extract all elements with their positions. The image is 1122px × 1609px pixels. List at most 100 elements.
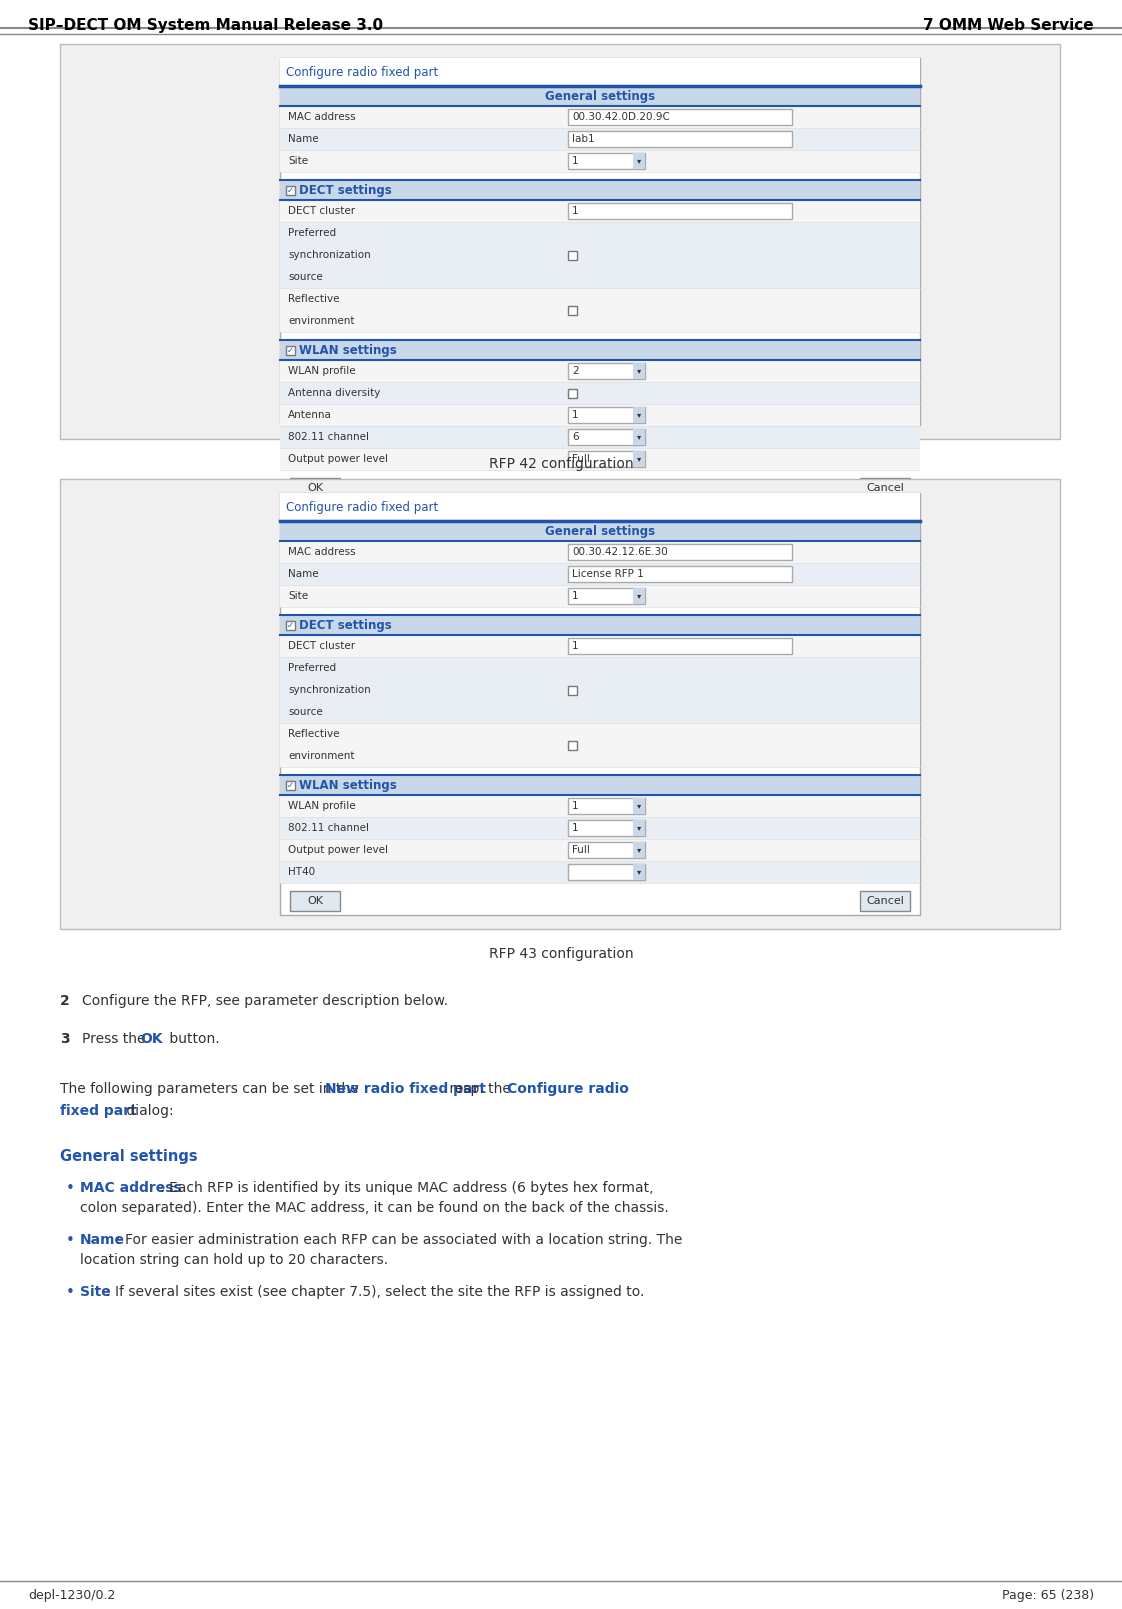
Text: Configure the RFP, see parameter description below.: Configure the RFP, see parameter descrip… — [82, 994, 448, 1007]
Text: : For easier administration each RFP can be associated with a location string. T: : For easier administration each RFP can… — [116, 1232, 682, 1247]
Bar — [633, 407, 645, 423]
Bar — [280, 106, 920, 129]
Bar — [568, 251, 577, 259]
Bar — [280, 360, 920, 381]
Bar — [280, 404, 920, 426]
Text: RFP 43 configuration: RFP 43 configuration — [489, 948, 633, 961]
Text: ✓: ✓ — [287, 346, 294, 354]
Bar — [633, 451, 645, 467]
Bar — [568, 109, 792, 126]
Bar — [286, 621, 295, 629]
Bar — [633, 153, 645, 169]
Text: Press the: Press the — [82, 1031, 150, 1046]
Text: ▾: ▾ — [636, 367, 641, 375]
Text: Page: 65 (238): Page: 65 (238) — [1002, 1588, 1094, 1601]
Bar — [280, 288, 920, 331]
Text: DECT settings: DECT settings — [298, 618, 392, 631]
Bar — [286, 346, 295, 354]
Text: location string can hold up to 20 characters.: location string can hold up to 20 charac… — [80, 1253, 388, 1266]
Text: 1: 1 — [572, 156, 579, 166]
Bar — [568, 306, 577, 314]
Bar — [280, 381, 920, 404]
Text: MAC address: MAC address — [80, 1181, 182, 1195]
Text: : If several sites exist (see chapter 7.5), select the site the RFP is assigned : : If several sites exist (see chapter 7.… — [105, 1286, 644, 1298]
Text: WLAN profile: WLAN profile — [288, 801, 356, 811]
Text: Cancel: Cancel — [866, 483, 904, 492]
Text: ▾: ▾ — [636, 867, 641, 877]
Text: General settings: General settings — [545, 90, 655, 103]
Text: General settings: General settings — [545, 525, 655, 537]
Text: General settings: General settings — [59, 1149, 197, 1163]
FancyBboxPatch shape — [280, 492, 920, 916]
Text: OK: OK — [307, 896, 323, 906]
Bar — [280, 180, 920, 200]
Bar — [568, 740, 577, 750]
Bar — [568, 639, 792, 653]
Text: 1: 1 — [572, 591, 579, 602]
Text: lab1: lab1 — [572, 134, 595, 143]
Text: environment: environment — [288, 315, 355, 327]
Text: WLAN profile: WLAN profile — [288, 365, 356, 377]
Bar — [286, 185, 295, 195]
Text: 6: 6 — [572, 431, 579, 442]
Bar — [568, 587, 645, 603]
Text: ▾: ▾ — [636, 801, 641, 811]
Text: ▾: ▾ — [636, 433, 641, 441]
Text: WLAN settings: WLAN settings — [298, 779, 397, 792]
Text: 1: 1 — [572, 801, 579, 811]
Text: ▾: ▾ — [636, 824, 641, 832]
Text: MAC address: MAC address — [288, 113, 356, 122]
Bar — [568, 407, 645, 423]
FancyBboxPatch shape — [859, 891, 910, 911]
Text: WLAN settings: WLAN settings — [298, 343, 397, 357]
Bar — [568, 685, 577, 695]
Bar — [280, 521, 920, 541]
Bar — [633, 587, 645, 603]
Bar — [633, 798, 645, 814]
Text: 1: 1 — [572, 822, 579, 833]
Text: Configure radio fixed part: Configure radio fixed part — [286, 500, 439, 513]
Text: DECT cluster: DECT cluster — [288, 206, 356, 216]
Bar — [280, 150, 920, 172]
Bar — [280, 129, 920, 150]
FancyBboxPatch shape — [59, 43, 1060, 439]
Bar — [280, 492, 920, 521]
Text: synchronization: synchronization — [288, 685, 370, 695]
Bar — [568, 430, 645, 446]
Bar — [633, 430, 645, 446]
Text: 3: 3 — [59, 1031, 70, 1046]
Bar — [568, 544, 792, 560]
Bar — [280, 447, 920, 470]
Text: HT40: HT40 — [288, 867, 315, 877]
Text: Site: Site — [288, 156, 309, 166]
Text: Cancel: Cancel — [866, 896, 904, 906]
Text: Reflective: Reflective — [288, 729, 340, 739]
Text: DECT cluster: DECT cluster — [288, 640, 356, 652]
Text: source: source — [288, 272, 323, 282]
Text: Name: Name — [288, 570, 319, 579]
Text: Site: Site — [80, 1286, 111, 1298]
Text: ✓: ✓ — [287, 621, 294, 629]
Text: fixed part: fixed part — [59, 1104, 137, 1118]
Text: Configure radio: Configure radio — [507, 1081, 628, 1096]
Bar — [280, 636, 920, 656]
Text: •: • — [66, 1181, 75, 1195]
Bar — [568, 821, 645, 837]
Bar — [280, 861, 920, 883]
Bar — [280, 222, 920, 288]
Bar — [568, 566, 792, 582]
Bar — [568, 203, 792, 219]
Text: OK: OK — [307, 483, 323, 492]
Bar — [280, 586, 920, 607]
Bar — [568, 388, 577, 397]
Text: SIP–DECT OM System Manual Release 3.0: SIP–DECT OM System Manual Release 3.0 — [28, 18, 383, 34]
Text: The following parameters can be set in the: The following parameters can be set in t… — [59, 1081, 364, 1096]
Bar — [280, 656, 920, 722]
Text: source: source — [288, 706, 323, 718]
Text: License RFP 1: License RFP 1 — [572, 570, 644, 579]
Text: Site: Site — [288, 591, 309, 602]
Text: ✓: ✓ — [287, 780, 294, 790]
Bar — [568, 130, 792, 146]
Text: resp. the: resp. the — [445, 1081, 515, 1096]
Bar — [280, 563, 920, 586]
